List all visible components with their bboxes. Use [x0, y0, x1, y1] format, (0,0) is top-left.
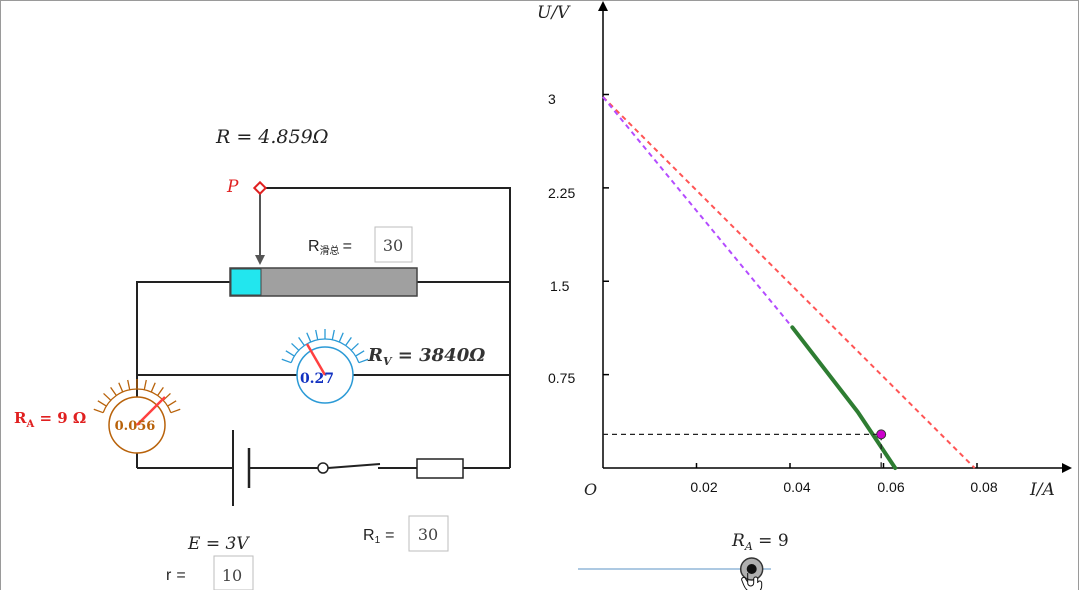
ideal-ui-line [602, 96, 976, 469]
meter-scale-tick [127, 379, 131, 390]
y-tick-label: 2.25 [548, 185, 575, 201]
internal-r-label: r = [166, 567, 186, 584]
meter-scale-tick [345, 336, 352, 346]
measured-ui-segment [790, 325, 898, 470]
voltmeter-resistance-label: RV = 3840Ω [367, 345, 485, 368]
extrapolated-ui-line [602, 96, 794, 328]
operating-point-marker [876, 429, 887, 440]
ammeter-scale [93, 379, 181, 414]
meter-scale-tick [338, 332, 344, 343]
rheostat-reading: R = 4.859Ω [215, 126, 328, 148]
meter-scale-tick [350, 342, 359, 351]
meter-scale-tick [93, 408, 104, 414]
x-axis-label: I/A [1029, 480, 1055, 500]
x-tick-label: 0.04 [783, 479, 810, 495]
ammeter-reading: 0.056 [115, 419, 156, 434]
internal-r-value[interactable]: 10 [222, 566, 242, 585]
r1-value[interactable]: 30 [418, 525, 438, 544]
origin-label: O [584, 480, 597, 499]
axis-ticks [603, 93, 978, 468]
x-tick-label: 0.08 [970, 479, 997, 495]
ammeter-resistance-label: RA = 9 Ω [14, 409, 86, 430]
rheostat-total-value[interactable]: 30 [383, 236, 403, 255]
x-tick-label: 0.06 [877, 479, 904, 495]
y-tick-label: 1.5 [550, 278, 570, 294]
meter-scale-tick [150, 382, 156, 393]
y-tick-label: 3 [548, 91, 556, 107]
y-tick-label: 0.75 [548, 370, 575, 386]
rheostat-total-label: R滑总 = [308, 238, 352, 257]
meter-scale-tick [315, 329, 319, 340]
voltmeter-scale [281, 329, 369, 364]
ra-slider: RA = 9 [578, 531, 789, 590]
ammeter-needle [136, 396, 166, 426]
rheostat-total-input[interactable] [374, 226, 413, 263]
r1-label: R1 = [363, 527, 394, 546]
ammeter [93, 379, 181, 454]
meter-scale-tick [285, 350, 295, 357]
ra-slider-knob[interactable] [739, 557, 764, 581]
rheostat-slider[interactable] [230, 268, 262, 296]
meter-scale-tick [358, 358, 369, 364]
hand-cursor-icon [741, 573, 763, 590]
meter-scale-tick [110, 386, 117, 396]
meter-scale-tick [298, 336, 305, 346]
meter-scale-tick [157, 386, 164, 396]
operating-point-guides [603, 433, 882, 468]
meter-scale-tick [170, 408, 181, 414]
slider-handle-p[interactable] [252, 180, 268, 196]
circuit [136, 187, 511, 469]
meter-scale-tick [291, 342, 300, 351]
meter-scale-tick [331, 329, 335, 340]
voltmeter-needle [305, 343, 327, 376]
y-axis-label: U/V [537, 3, 571, 23]
emf-label: E = 3V [187, 534, 250, 554]
resistor-r1 [416, 458, 464, 479]
meter-scale-tick [97, 400, 107, 407]
ui-graph: U/V I/A O 0.02 0.04 0.06 0.08 0.75 1.5 2… [537, 1, 1072, 500]
meter-scale-tick [118, 382, 124, 393]
meter-scale-tick [306, 332, 312, 343]
switch-pivot[interactable] [317, 462, 329, 474]
meter-scale-tick [103, 392, 112, 401]
meter-scale-tick [167, 400, 177, 407]
meter-scale-tick [355, 350, 365, 357]
frame-border-left [0, 0, 1, 590]
meter-scale-tick [143, 379, 147, 390]
meter-scale-tick [281, 358, 292, 364]
voltmeter [281, 329, 369, 404]
switch-blade[interactable] [327, 463, 381, 469]
frame-border-top [0, 0, 1079, 1]
r1-input[interactable] [408, 515, 449, 552]
slider-label-p: P [226, 177, 239, 197]
internal-r-input[interactable] [213, 555, 254, 590]
voltmeter-reading: 0.27 [300, 371, 334, 387]
ra-slider-label: RA = 9 [731, 531, 789, 553]
x-tick-label: 0.02 [690, 479, 717, 495]
